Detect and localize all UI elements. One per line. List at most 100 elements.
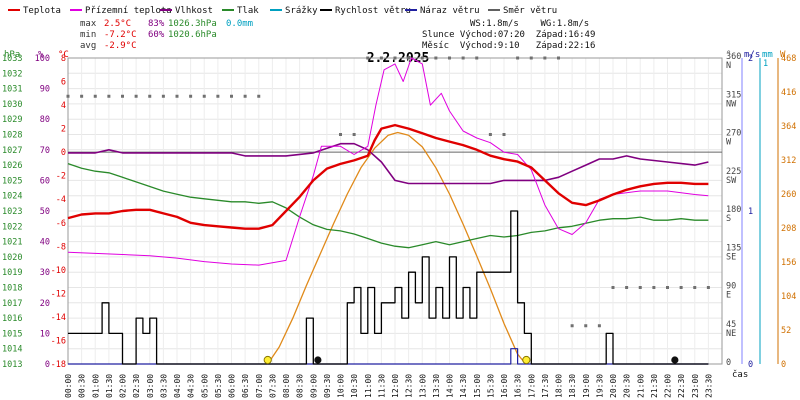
stats-max-hum: 83%: [148, 19, 165, 29]
hpa-tick-label: 1029: [2, 115, 22, 125]
wind-direction-dot: [243, 94, 247, 98]
time-tick-label: 19:00: [582, 374, 591, 398]
legend-label: Přízemní teplota: [85, 6, 172, 16]
time-tick-label: 17:30: [541, 374, 550, 398]
hpa-tick-label: 1031: [2, 85, 22, 95]
wind-direction-dot: [80, 94, 84, 98]
pct-tick-label: 50: [40, 207, 50, 217]
wind-direction-dot: [107, 94, 111, 98]
legend-label: Tlak: [237, 6, 259, 16]
time-tick-label: 07:00: [255, 374, 264, 398]
wind-direction-dot: [366, 56, 370, 60]
wind-direction-dot: [693, 286, 697, 289]
wind-direction-dot: [148, 94, 152, 98]
time-tick-label: 00:00: [64, 374, 73, 398]
time-tick-label: 02:30: [132, 374, 141, 398]
stats-rain: 0.0mm: [226, 19, 253, 29]
deg-unit-label: °: [726, 50, 731, 60]
wind-direction-dot: [189, 94, 193, 98]
ms-tick-label: 1: [748, 207, 753, 217]
ms-tick-label: 0: [748, 360, 753, 370]
time-tick-label: 05:30: [214, 374, 223, 398]
time-tick-label: 13:00: [418, 374, 427, 398]
wind-info: WS:1.8m/s WG:1.8m/s: [470, 19, 589, 29]
stats-max-press: 1026.3hPa: [168, 19, 217, 29]
time-tick-label: 08:30: [296, 374, 305, 398]
w-tick-label: 104: [781, 292, 796, 302]
hpa-tick-label: 1015: [2, 329, 22, 339]
time-tick-label: 03:00: [146, 374, 155, 398]
dir-deg-label: 315: [726, 90, 741, 100]
moonrise-marker: [314, 356, 322, 364]
stats-avg-label: avg: [80, 41, 96, 51]
dir-name-label: SE: [726, 252, 736, 262]
w-tick-label: 208: [781, 224, 796, 234]
c-tick-label: -10: [51, 266, 66, 276]
time-tick-label: 18:30: [568, 374, 577, 398]
time-tick-label: 16:00: [500, 374, 509, 398]
pct-tick-label: 60: [40, 176, 50, 186]
hpa-tick-label: 1033: [2, 54, 22, 64]
w-tick-label: 260: [781, 190, 796, 200]
sunrise-marker: [263, 355, 272, 365]
wind-direction-dot: [461, 56, 465, 60]
c-tick-label: 8: [61, 54, 66, 64]
dir-name-label: N: [726, 61, 731, 71]
wind-direction-dot: [597, 324, 601, 328]
wind-direction-dot: [352, 133, 356, 136]
w-tick-label: 468: [781, 54, 796, 64]
c-tick-label: 0: [61, 148, 66, 158]
time-tick-label: 06:30: [241, 374, 250, 398]
c-tick-label: -14: [51, 313, 66, 323]
time-tick-label: 16:30: [514, 374, 523, 398]
time-tick-label: 04:00: [173, 374, 182, 398]
hpa-tick-label: 1017: [2, 299, 22, 309]
pct-tick-label: 80: [40, 115, 50, 125]
pct-tick-label: 40: [40, 238, 50, 248]
wind-direction-dot: [611, 286, 615, 289]
wind-direction-dot: [339, 133, 342, 136]
pct-unit-label: %: [38, 50, 44, 60]
dir-deg-label: 180: [726, 205, 741, 215]
legend-label: Směr větru: [503, 6, 557, 16]
time-tick-label: 04:30: [187, 374, 196, 398]
c-tick-label: -8: [56, 242, 66, 252]
sunset-marker: [522, 355, 531, 365]
c-tick-label: -6: [56, 219, 66, 229]
stats-min-press: 1020.6hPa: [168, 30, 217, 40]
pct-tick-label: 70: [40, 146, 50, 156]
wind-direction-dot: [216, 94, 220, 98]
c-tick-label: -12: [51, 289, 66, 299]
stats-min-label: min: [80, 30, 96, 40]
wind-direction-dot: [393, 56, 397, 60]
mm-tick-label: 1: [763, 59, 768, 69]
wind-direction-dot: [93, 94, 97, 98]
time-tick-label: 00:30: [78, 374, 87, 398]
legend-label: Teplota: [23, 6, 61, 16]
time-tick-label: 22:30: [677, 374, 686, 398]
wind-direction-dot: [420, 56, 424, 60]
time-tick-label: 12:30: [405, 374, 414, 398]
hpa-tick-label: 1019: [2, 268, 22, 278]
stats-min-hum: 60%: [148, 30, 165, 40]
dir-deg-label: 225: [726, 167, 741, 177]
pct-tick-label: 20: [40, 299, 50, 309]
dir-name-label: NE: [726, 329, 736, 339]
wind-direction-dot: [584, 324, 588, 328]
time-tick-label: 10:30: [350, 374, 359, 398]
wind-direction-dot: [448, 56, 451, 60]
time-tick-label: 13:30: [432, 374, 441, 398]
time-tick-label: 01:30: [105, 374, 114, 398]
time-tick-label: 11:00: [364, 374, 373, 398]
w-tick-label: 312: [781, 156, 796, 166]
hpa-unit-label: hPa: [4, 50, 20, 60]
hpa-tick-label: 1026: [2, 161, 22, 171]
legend: Teplota Přízemní teplota Vlhkost Tlak Srážky…: [8, 6, 557, 16]
info-block: WS:1.8m/s WG:1.8m/s Slunce Východ:07:20 …: [422, 19, 595, 51]
pct-tick-label: 10: [40, 329, 50, 339]
time-tick-label: 05:00: [200, 374, 209, 398]
hpa-tick-label: 1027: [2, 146, 22, 156]
wind-direction-dot: [679, 286, 683, 289]
dir-deg-label: 360: [726, 52, 741, 62]
